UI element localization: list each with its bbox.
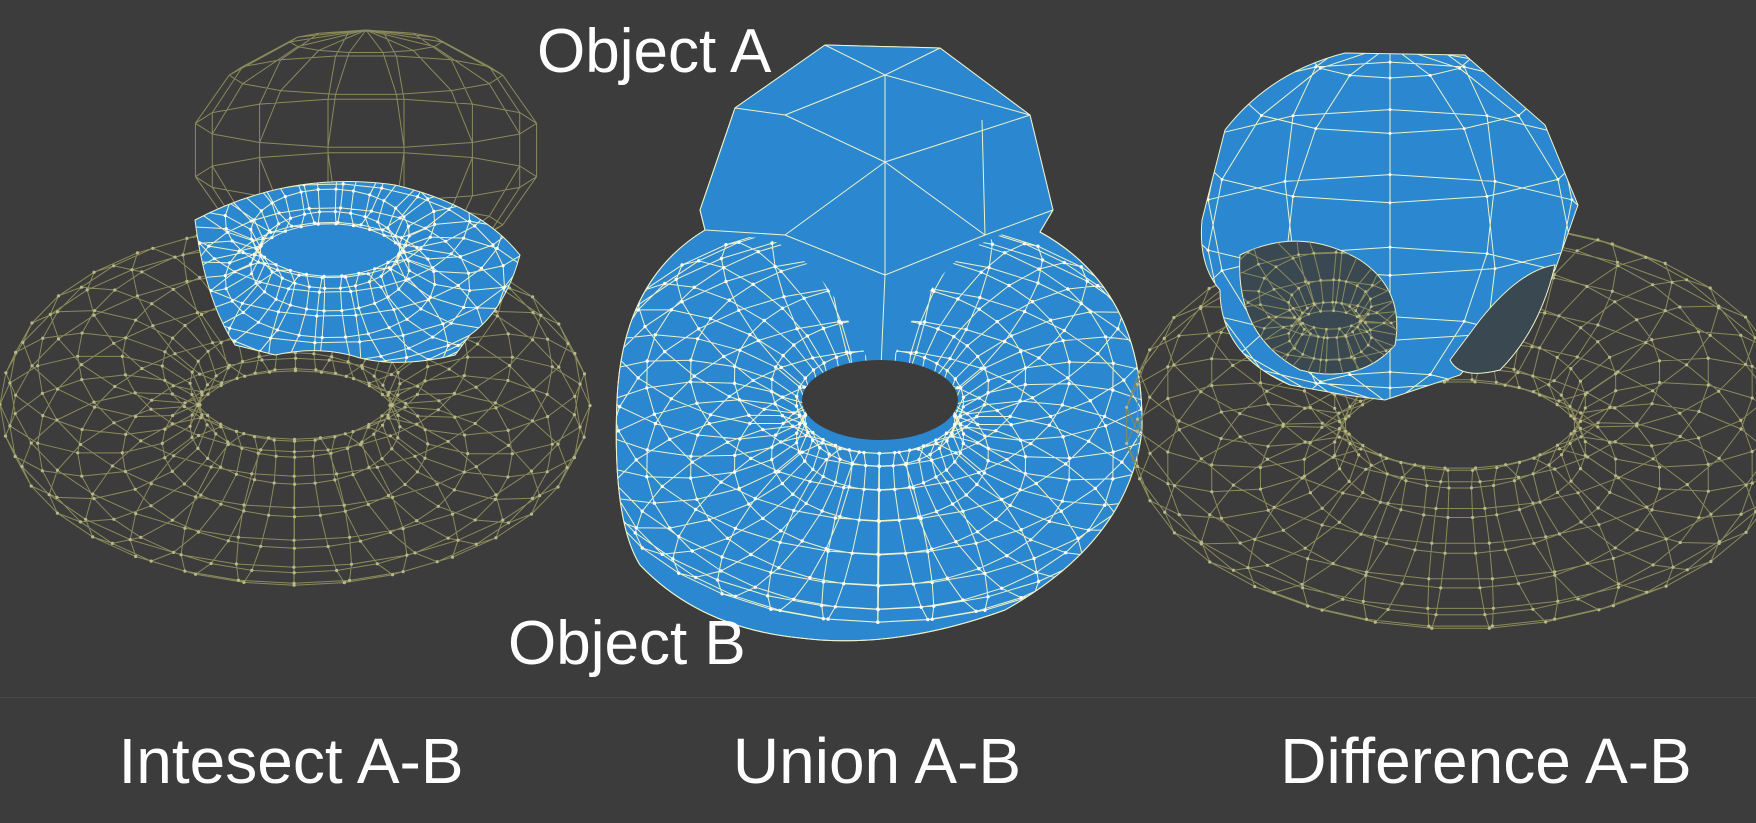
caption-divider — [0, 697, 1756, 698]
caption-intersect: Intesect A-B — [118, 725, 464, 797]
intersect-panel — [0, 29, 592, 587]
caption-difference: Difference A-B — [1280, 725, 1692, 797]
caption-union: Union A-B — [732, 725, 1022, 797]
object-a-label: Object A — [537, 17, 772, 86]
union-panel — [615, 44, 1143, 642]
difference-panel — [1125, 52, 1756, 630]
object-b-label: Object B — [508, 609, 746, 678]
